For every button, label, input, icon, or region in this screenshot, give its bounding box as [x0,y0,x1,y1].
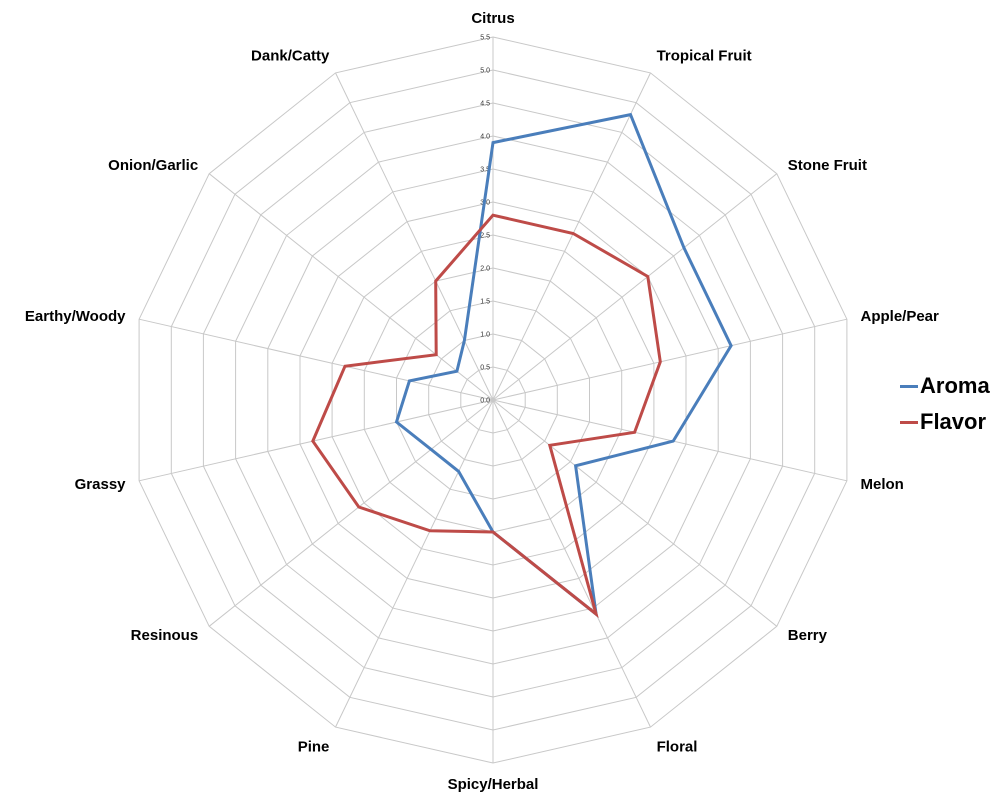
category-label-stone-fruit: Stone Fruit [788,157,867,174]
tick-label: 0.5 [480,365,490,372]
grid-spoke [138,318,494,401]
legend-item-flavor: Flavor [900,404,1000,440]
category-label-floral: Floral [657,739,698,756]
category-label-apple-pear: Apple/Pear [861,308,940,325]
tick-label: 5.5 [480,35,490,42]
grid-spoke [208,173,494,401]
series-line-flavor [311,213,662,619]
category-label-spicy-herbal: Spicy/Herbal [448,776,539,793]
tick-label: 5.0 [480,68,490,75]
legend-swatch-aroma [900,384,918,388]
category-label-tropical-fruit: Tropical Fruit [657,47,752,64]
legend-item-aroma: Aroma [900,368,1000,404]
grid-spoke [492,399,778,627]
category-label-earthy-woody: Earthy/Woody [25,308,126,325]
grid-spoke [335,399,494,728]
category-label-melon: Melon [861,476,904,493]
tick-label: 1.0 [480,332,490,339]
category-label-pine: Pine [298,739,330,756]
legend-swatch-flavor [900,420,918,424]
category-label-onion-garlic: Onion/Garlic [108,157,198,174]
grid-spoke [335,72,494,401]
legend-label-aroma: Aroma [920,373,990,398]
category-label-dank-catty: Dank/Catty [251,47,330,64]
category-label-grassy: Grassy [75,476,127,493]
category-label-citrus: Citrus [471,10,514,27]
grid-spoke [208,399,494,627]
tick-label: 3.5 [480,167,490,174]
series-lines [311,112,733,619]
legend-label-flavor: Flavor [920,409,987,434]
series-line-aroma [394,112,733,618]
grid-spoke [492,399,651,728]
tick-label: 2.0 [480,266,490,273]
tick-label: 1.5 [480,299,490,306]
grid-spoke [492,318,848,401]
grid-spoke [492,72,651,401]
tick-label: 4.5 [480,101,490,108]
category-labels: Citrus Tropical Fruit Stone Fruit Apple/Pea… [25,10,939,793]
category-label-berry: Berry [788,627,828,644]
tick-label: 2.5 [480,233,490,240]
grid-spokes [138,37,848,763]
tick-label: 0.0 [480,398,490,405]
legend: Aroma Flavor [900,368,1000,440]
grid-spoke [138,399,494,482]
tick-label: 4.0 [480,134,490,141]
category-label-resinous: Resinous [131,627,199,644]
grid-spoke [492,173,778,401]
